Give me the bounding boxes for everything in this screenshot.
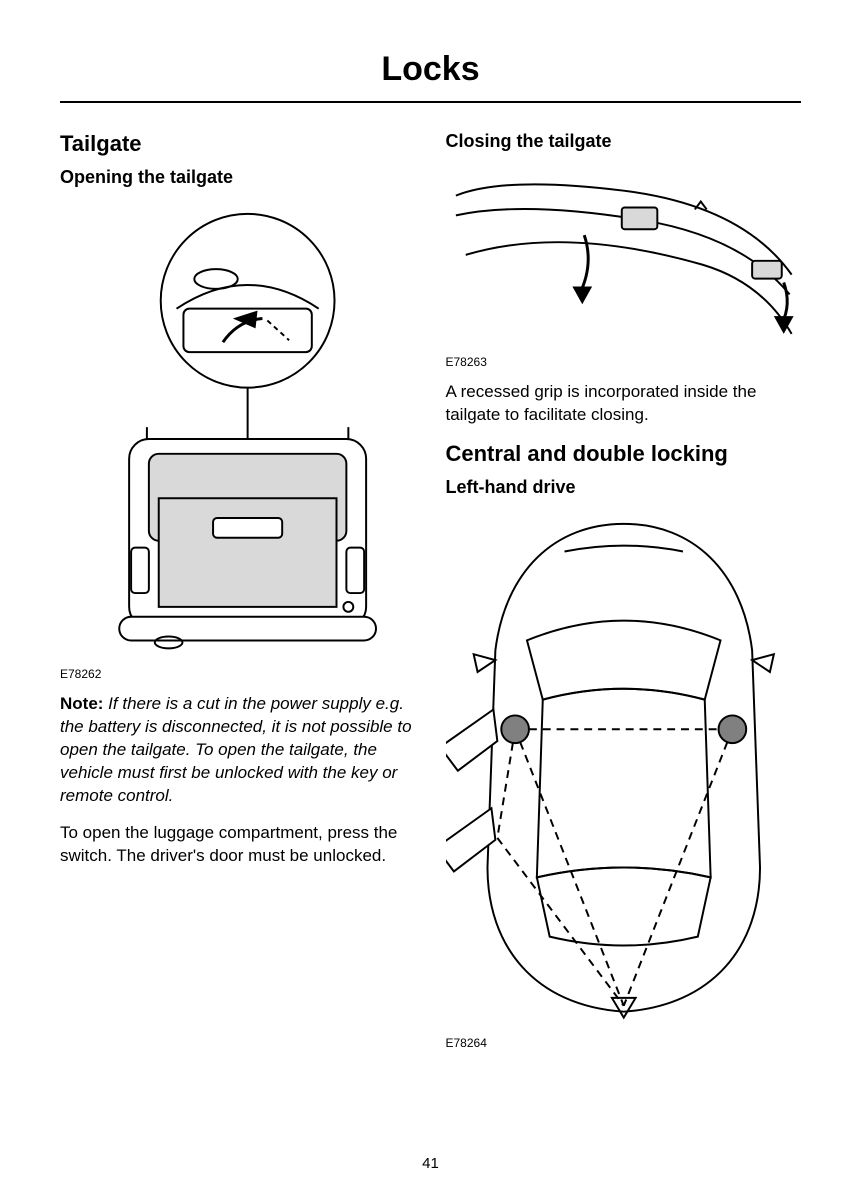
page-number: 41 (0, 1155, 861, 1172)
left-column: Tailgate Opening the tailgate (60, 131, 416, 1062)
figure-caption-e78262: E78262 (60, 667, 416, 681)
note-label: Note: (60, 694, 103, 713)
figure-caption-e78264: E78264 (446, 1036, 802, 1050)
figure-closing-tailgate (446, 166, 802, 344)
subheading-closing-tailgate: Closing the tailgate (446, 131, 802, 152)
right-column: Closing the tailgate E78263 A recessed g… (446, 131, 802, 1062)
note-paragraph: Note: If there is a cut in the power sup… (60, 693, 416, 808)
two-column-layout: Tailgate Opening the tailgate (60, 131, 801, 1062)
heading-central-locking: Central and double locking (446, 441, 802, 467)
subheading-opening-tailgate: Opening the tailgate (60, 167, 416, 188)
figure-caption-e78263: E78263 (446, 355, 802, 369)
paragraph-open-luggage: To open the luggage compartment, press t… (60, 822, 416, 868)
figure-central-locking (446, 512, 802, 1026)
note-text: If there is a cut in the power supply e.… (60, 694, 412, 805)
paragraph-recessed-grip: A recessed grip is incorporated inside t… (446, 381, 802, 427)
page-title: Locks (60, 50, 801, 103)
figure-opening-tailgate (60, 202, 416, 656)
heading-tailgate: Tailgate (60, 131, 416, 157)
subheading-left-hand-drive: Left-hand drive (446, 477, 802, 498)
